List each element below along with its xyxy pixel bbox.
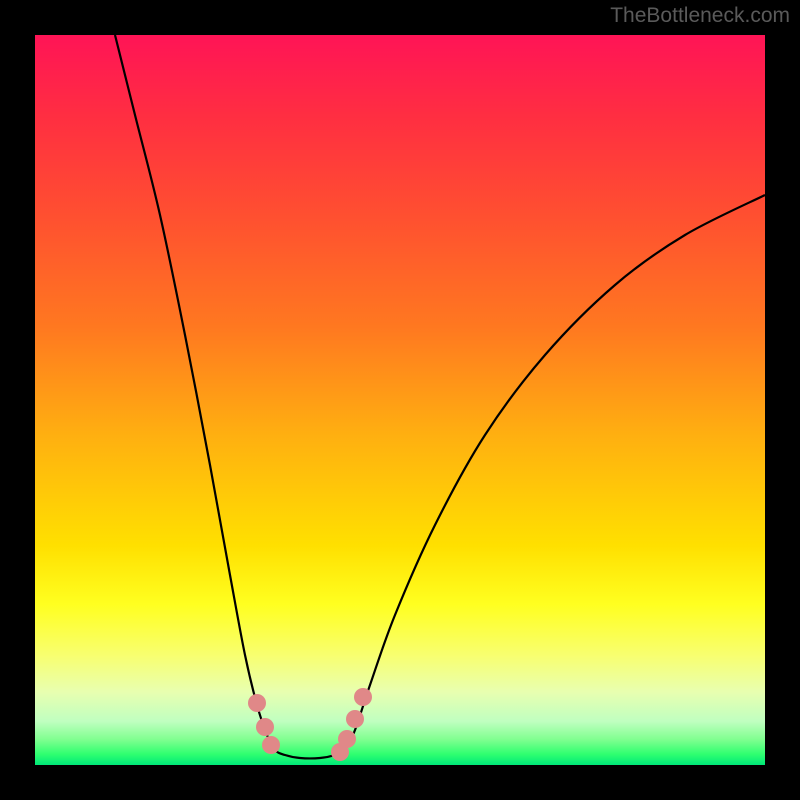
watermark-text: TheBottleneck.com <box>610 4 790 28</box>
marker-point <box>354 688 372 706</box>
bottleneck-curve <box>115 35 765 758</box>
chart-container: TheBottleneck.com <box>0 0 800 800</box>
marker-point <box>256 718 274 736</box>
marker-point <box>346 710 364 728</box>
marker-point <box>338 730 356 748</box>
marker-point <box>248 694 266 712</box>
plot-area <box>35 35 765 765</box>
marker-point <box>262 736 280 754</box>
curve-overlay <box>35 35 765 765</box>
curve-markers <box>248 688 372 761</box>
